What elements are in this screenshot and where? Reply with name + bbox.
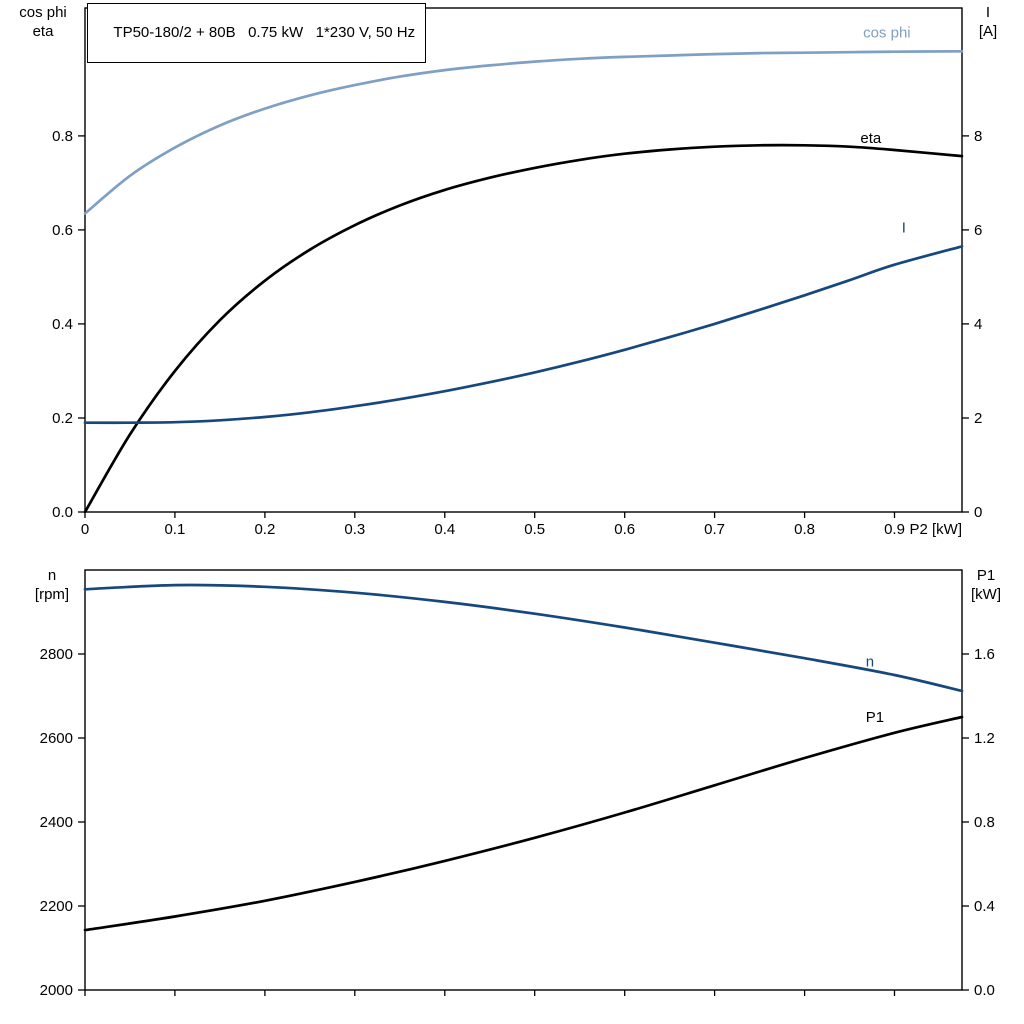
curve-eta <box>83 143 964 514</box>
axis-label-line: cos phi <box>19 4 67 21</box>
chart-speed-power: 2000 2200 2400 2600 2800 0.0 0.4 0.8 1.2 1.6 n P1 <box>40 569 995 999</box>
y-right-tick-label: 4 <box>974 316 982 333</box>
curve-cos-phi <box>83 49 964 215</box>
x-tick-label: 0.9 <box>884 521 905 538</box>
curve-label-p1: P1 <box>866 709 884 726</box>
curve-label-n: n <box>866 654 874 671</box>
x-tick-label: 0.6 <box>614 521 635 538</box>
top-left-axis-label: cos phi eta <box>6 3 80 41</box>
x-tick-label: 0.4 <box>434 521 455 538</box>
y-left-tick-label: 0.4 <box>52 316 73 333</box>
y-left-tick-label: 2600 <box>40 730 73 747</box>
y-right-tick-label: 0.4 <box>974 898 995 915</box>
axis-label-line: [rpm] <box>34 586 70 603</box>
axis-label-line: I <box>985 4 991 21</box>
axis-label-line: eta <box>32 23 54 40</box>
y-left-tick-label: 2200 <box>40 898 73 915</box>
curve-label-cos-phi: cos phi <box>863 24 911 41</box>
y-right-tick-label: 2 <box>974 410 982 427</box>
axis-label-line: P1 <box>976 567 996 584</box>
y-right-tick-label: 0.8 <box>974 814 995 831</box>
plot-frame <box>84 569 963 991</box>
y-left-tick-label: 2400 <box>40 814 73 831</box>
curve-p1 <box>83 715 964 932</box>
y-left-tick-label: 0.6 <box>52 222 73 239</box>
curve-i <box>83 245 964 425</box>
x-axis-label: P2 [kW] <box>909 521 962 538</box>
y-right-tick-label: 0 <box>974 504 982 521</box>
y-right-tick-label: 1.2 <box>974 730 995 747</box>
chart-title-box: TP50-180/2 + 80B 0.75 kW 1*230 V, 50 Hz <box>87 3 427 63</box>
x-tick-label: 0 <box>81 521 89 538</box>
y-left-tick-label: 0.0 <box>52 504 73 521</box>
x-tick-label: 0.8 <box>794 521 815 538</box>
axis-label-line: [A] <box>978 23 998 40</box>
y-left-tick-label: 2800 <box>40 646 73 663</box>
curve-n <box>83 583 964 693</box>
curve-label-eta: eta <box>860 130 882 147</box>
top-right-axis-label: I [A] <box>958 3 1018 41</box>
x-tick-label: 0.1 <box>164 521 185 538</box>
axis-label-line: n <box>47 567 57 584</box>
y-left-tick-label: 0.8 <box>52 128 73 145</box>
y-right-tick-label: 1.6 <box>974 646 995 663</box>
chart-motor-electrical: 0 0.1 0.2 0.3 0.4 0.5 0.6 0.7 0.8 0.9 P2 [kW] 0.0 0.… <box>52 7 982 538</box>
axis-label-line: [kW] <box>971 586 1001 603</box>
y-right-tick-label: 0.0 <box>974 982 995 999</box>
y-left-tick-label: 2000 <box>40 982 73 999</box>
plot-frame <box>84 7 963 513</box>
y-right-tick-label: 8 <box>974 128 982 145</box>
x-tick-label: 0.7 <box>704 521 725 538</box>
x-tick-label: 0.2 <box>254 521 275 538</box>
bottom-right-axis-label: P1 [kW] <box>954 566 1018 604</box>
chart-title: TP50-180/2 + 80B 0.75 kW 1*230 V, 50 Hz <box>113 24 416 41</box>
y-left-tick-label: 0.2 <box>52 410 73 427</box>
bottom-left-axis-label: n [rpm] <box>16 566 88 604</box>
y-right-tick-label: 6 <box>974 222 982 239</box>
x-tick-label: 0.5 <box>524 521 545 538</box>
curve-label-i: I <box>902 220 906 237</box>
x-tick-label: 0.3 <box>344 521 365 538</box>
